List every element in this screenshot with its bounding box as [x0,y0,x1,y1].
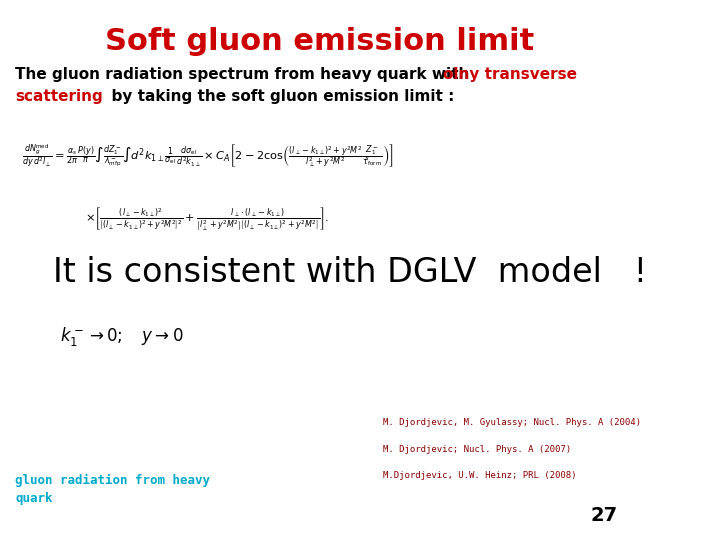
Text: M.Djordjevic, U.W. Heinz; PRL (2008): M.Djordjevic, U.W. Heinz; PRL (2008) [383,471,577,480]
Text: M. Djordjevic, M. Gyulassy; Nucl. Phys. A (2004): M. Djordjevic, M. Gyulassy; Nucl. Phys. … [383,418,641,427]
Text: $\times \left[\frac{(l_\perp - k_{1\perp})^2}{\left[(l_\perp - k_{1\perp})^2+ y^: $\times \left[\frac{(l_\perp - k_{1\perp… [85,206,330,233]
Text: The gluon radiation spectrum from heavy quark with: The gluon radiation spectrum from heavy … [15,68,475,83]
Text: $\frac{dN_g^{\rm med}}{dy\,d^2l_\perp} = \frac{\alpha_s}{2\pi} \frac{P(y)}{\pi}\: $\frac{dN_g^{\rm med}}{dy\,d^2l_\perp} =… [22,141,394,168]
Text: 27: 27 [590,507,618,525]
Text: olny transverse: olny transverse [444,68,577,83]
Text: by taking the soft gluon emission limit :: by taking the soft gluon emission limit … [101,89,454,104]
Text: $k_1^- \rightarrow 0; \quad y \rightarrow 0$: $k_1^- \rightarrow 0; \quad y \rightarro… [60,325,184,348]
Text: M. Djordjevic; Nucl. Phys. A (2007): M. Djordjevic; Nucl. Phys. A (2007) [383,444,571,454]
Text: scattering: scattering [15,89,103,104]
Text: Soft gluon emission limit: Soft gluon emission limit [105,27,534,56]
Text: gluon radiation from heavy
quark: gluon radiation from heavy quark [15,474,210,505]
Text: It is consistent with DGLV  model   !: It is consistent with DGLV model ! [53,256,647,289]
